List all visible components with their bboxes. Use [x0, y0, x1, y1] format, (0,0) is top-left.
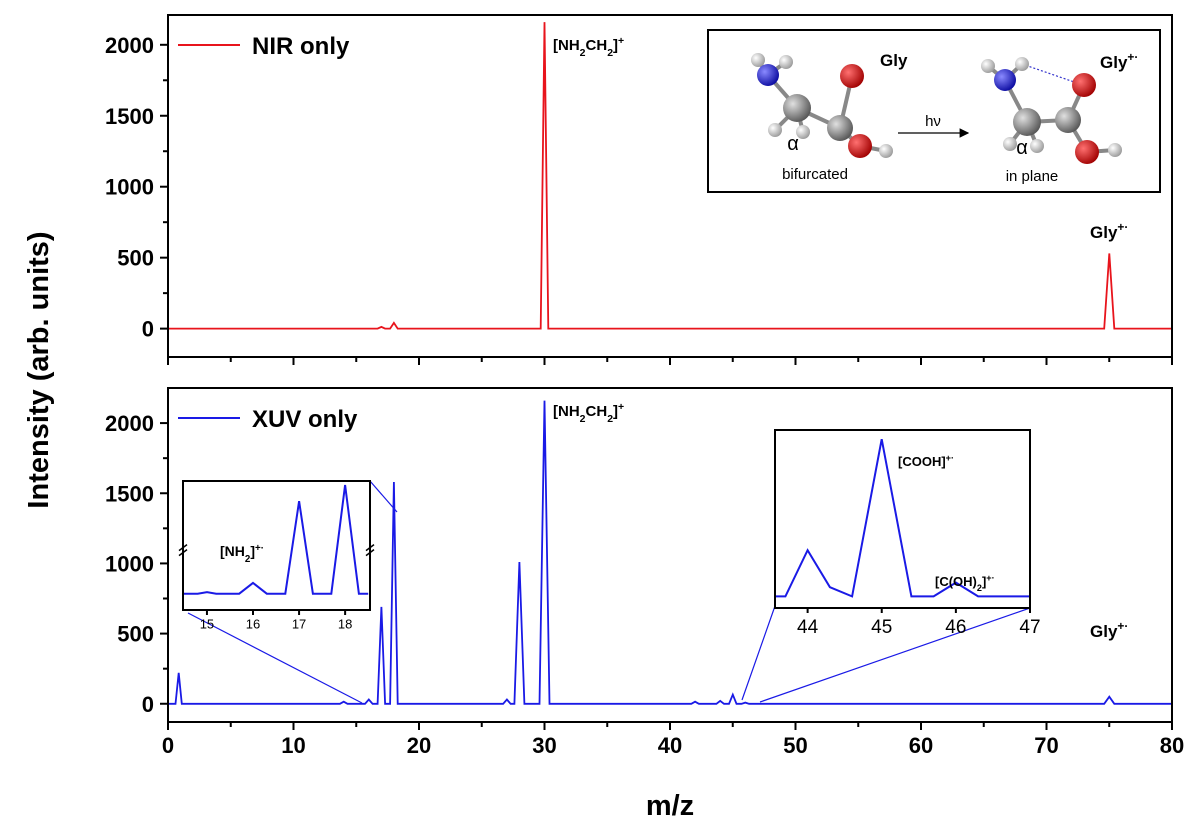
text-part: [NH — [220, 543, 245, 559]
x-tick-label: 45 — [871, 617, 892, 638]
x-tick-label: 80 — [1160, 733, 1184, 758]
text-part: + — [618, 35, 624, 47]
x-tick-label: 0 — [162, 733, 174, 758]
y-tick-label: 500 — [117, 246, 154, 271]
alpha-label: α — [1016, 137, 1028, 159]
x-tick-label: 16 — [246, 617, 260, 632]
y-tick-label: 1000 — [105, 175, 154, 200]
text-part: +· — [255, 543, 264, 554]
x-tick-label: 15 — [200, 617, 214, 632]
x-tick-label: 47 — [1019, 617, 1040, 638]
x-tick-label: 50 — [783, 733, 807, 758]
text-part: Gly — [1090, 223, 1118, 242]
text-part: +· — [1117, 220, 1128, 234]
y-tick-label: 2000 — [105, 33, 154, 58]
annotation: [COOH]+· — [898, 453, 954, 469]
plot-area — [183, 481, 370, 610]
text-part: Gly — [1090, 622, 1118, 641]
figure: 0500100015002000NIR only[NH2CH2]+Gly+·In… — [0, 0, 1190, 827]
y-tick-label: 1500 — [105, 481, 154, 506]
text-part: [C(OH) — [935, 574, 977, 589]
inset-box — [708, 30, 1160, 192]
x-tick-label: 70 — [1034, 733, 1058, 758]
x-tick-label: 18 — [338, 617, 352, 632]
y-tick-label: 2000 — [105, 411, 154, 436]
x-axis-title: m/z — [646, 790, 694, 822]
x-tick-label: 60 — [909, 733, 933, 758]
text-part: CH — [586, 37, 608, 54]
text-part: + — [618, 401, 624, 413]
y-tick-label: 500 — [117, 622, 154, 647]
text-part: +· — [946, 453, 954, 463]
reactant-label: bifurcated — [782, 166, 848, 183]
text-part: +· — [986, 573, 994, 583]
y-tick-label: 1000 — [105, 551, 154, 576]
text-part: [NH — [553, 403, 580, 420]
x-tick-label: 17 — [292, 617, 306, 632]
x-tick-label: 20 — [407, 733, 431, 758]
arrow-label: hν — [925, 113, 941, 130]
x-tick-label: 44 — [797, 617, 819, 638]
y-tick-label: 0 — [142, 692, 154, 717]
legend-label: NIR only — [252, 33, 350, 60]
product-label: in plane — [1006, 168, 1059, 185]
x-tick-label: 40 — [658, 733, 682, 758]
molecule-inset: Gly Gly+· hν bifurcated in plane α α — [708, 30, 1160, 192]
text-part: [COOH] — [898, 454, 946, 469]
text-part: CH — [586, 403, 608, 420]
text-part: +· — [1117, 619, 1128, 633]
y-tick-label: 1500 — [105, 104, 154, 129]
x-tick-label: 46 — [945, 617, 966, 638]
alpha-label: α — [787, 133, 799, 155]
y-tick-label: 0 — [142, 317, 154, 342]
x-tick-label: 10 — [281, 733, 305, 758]
reactant-name: Gly — [880, 51, 908, 70]
text-part: [NH — [553, 37, 580, 54]
y-axis-title: Intensity (arb. units) — [23, 231, 55, 508]
x-tick-label: 30 — [532, 733, 556, 758]
text-part: +· — [1127, 50, 1138, 64]
text-part: Gly — [1100, 53, 1128, 72]
legend-label: XUV only — [252, 406, 358, 433]
